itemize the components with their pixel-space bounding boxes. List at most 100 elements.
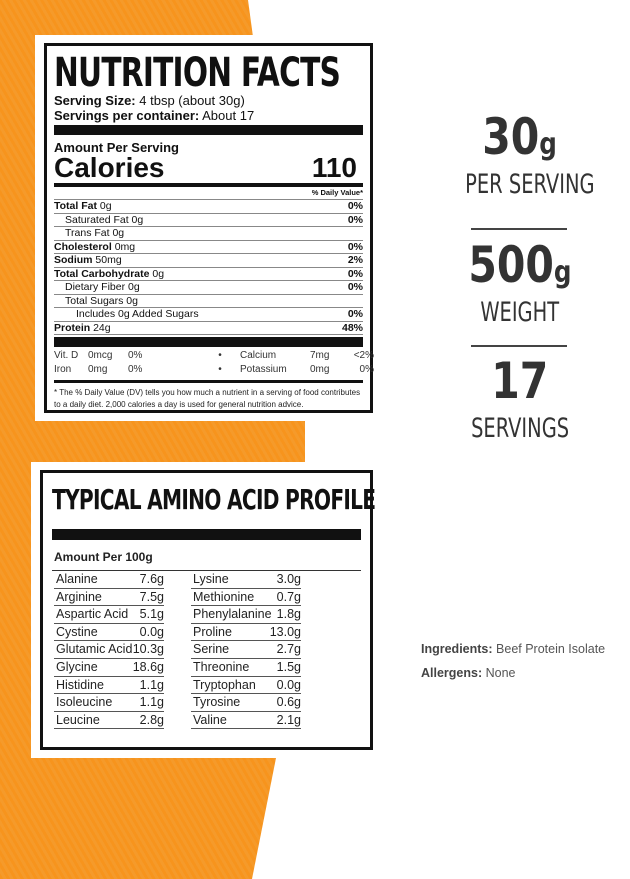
amino-row: Serine 2.7g bbox=[191, 641, 301, 659]
amino-name: Isoleucine bbox=[56, 695, 113, 710]
nutrient-name: Dietary Fiber bbox=[65, 281, 126, 293]
amino-row: Threonine 1.5g bbox=[191, 659, 301, 677]
nutrient-name: Includes 0g Added Sugars bbox=[76, 308, 199, 320]
mineral-cell: Vit. D bbox=[54, 350, 79, 361]
nutrient-row: Saturated Fat 0g 0% bbox=[54, 213, 363, 227]
nutrient-dv: 48% bbox=[341, 321, 363, 334]
nutrient-dv: 2% bbox=[347, 254, 363, 266]
amino-row: Tyrosine 0.6g bbox=[191, 694, 301, 712]
amino-row: Aspartic Acid 5.1g bbox=[54, 606, 164, 624]
nutrient-amount: 0mg bbox=[114, 240, 136, 253]
amino-row: Histidine 1.1g bbox=[54, 677, 164, 695]
amino-name: Tyrosine bbox=[193, 695, 241, 710]
bullet: • bbox=[218, 364, 222, 375]
nutrient-amount: 0g bbox=[112, 227, 125, 239]
amino-name: Lysine bbox=[193, 572, 229, 586]
nutrient-amount: 0g bbox=[152, 267, 165, 280]
divider bbox=[471, 345, 567, 347]
amino-value: 3.0g bbox=[276, 572, 301, 586]
amino-value: 10.3g bbox=[132, 642, 164, 657]
amino-name: Threonine bbox=[193, 659, 250, 674]
amino-name: Glycine bbox=[56, 659, 98, 674]
nutrient-amount: 50mg bbox=[95, 254, 122, 266]
nutrient-amount: 24g bbox=[93, 321, 111, 334]
amino-value: 0.7g bbox=[276, 589, 301, 604]
mineral-cell: <2% bbox=[353, 350, 374, 361]
allergens: Allergens: None bbox=[421, 666, 516, 680]
nutrient-row: Protein 24g 48% bbox=[54, 321, 363, 335]
amino-name: Serine bbox=[193, 642, 230, 657]
amino-value: 0.0g bbox=[276, 677, 301, 692]
amino-row: Proline 13.0g bbox=[191, 624, 301, 642]
stat-0: 30g PER SERVING bbox=[440, 112, 600, 200]
mineral-row: Iron 0mg 0% • Potassium 0mg 0% bbox=[54, 363, 374, 377]
amino-name: Phenylalanine bbox=[193, 607, 272, 622]
amino-value: 7.5g bbox=[139, 589, 164, 604]
amino-row: Methionine 0.7g bbox=[191, 589, 301, 607]
mineral-cell: 0mcg bbox=[88, 350, 113, 361]
amino-acid-profile: TYPICAL AMINO ACID PROFILE Amount Per 10… bbox=[40, 470, 376, 750]
nutrient-name: Total Carbohydrate bbox=[54, 267, 150, 280]
amino-row: Leucine 2.8g bbox=[54, 712, 164, 730]
amino-row: Arginine 7.5g bbox=[54, 589, 164, 607]
amino-name: Arginine bbox=[56, 589, 102, 604]
amino-value: 0.0g bbox=[139, 624, 164, 639]
thick-divider bbox=[54, 337, 363, 347]
mineral-row: Vit. D 0mcg 0% • Calcium 7mg <2% bbox=[54, 349, 374, 363]
nutrient-name: Cholesterol bbox=[54, 240, 112, 253]
amino-name: Proline bbox=[193, 624, 232, 639]
amino-value: 13.0g bbox=[269, 624, 301, 639]
amino-row: Glutamic Acid 10.3g bbox=[54, 641, 164, 659]
amino-row: Glycine 18.6g bbox=[54, 659, 164, 677]
amino-left-column: Alanine 7.6g Arginine 7.5g Aspartic Acid 5.1g… bbox=[54, 571, 164, 730]
nutrient-dv: 0% bbox=[347, 200, 363, 212]
amino-name: Leucine bbox=[56, 712, 100, 727]
amino-row: Valine 2.1g bbox=[191, 712, 301, 730]
nutrient-amount: 0g bbox=[126, 294, 138, 307]
thick-divider bbox=[52, 529, 361, 540]
nutrient-amount: 0g bbox=[99, 200, 112, 212]
divider bbox=[471, 228, 567, 230]
ingredients: Ingredients: Beef Protein Isolate bbox=[421, 642, 606, 656]
stat-value: 500g bbox=[468, 236, 572, 294]
amino-row: Isoleucine 1.1g bbox=[54, 694, 164, 712]
amino-value: 2.8g bbox=[139, 712, 164, 727]
amount-per-serving: Amount Per Serving bbox=[54, 140, 179, 155]
nutrient-row: Includes 0g Added Sugars 0% bbox=[54, 308, 363, 322]
amino-value: 5.1g bbox=[139, 607, 164, 622]
vitamins-minerals: Vit. D 0mcg 0% • Calcium 7mg <2% Iron 0mg 0% • Pota… bbox=[54, 349, 374, 377]
amino-name: Glutamic Acid bbox=[56, 642, 133, 657]
divider bbox=[54, 380, 363, 383]
amino-value: 1.1g bbox=[139, 677, 164, 692]
stat-value: 17 bbox=[491, 352, 549, 410]
amino-name: Aspartic Acid bbox=[56, 607, 129, 622]
nutrient-row: Total Sugars 0g bbox=[54, 294, 363, 308]
mineral-cell: 0% bbox=[128, 364, 143, 375]
amino-name: Methionine bbox=[193, 589, 255, 604]
nutrient-row: Trans Fat 0g bbox=[54, 227, 363, 241]
amino-row: Alanine 7.6g bbox=[54, 571, 164, 589]
nutrient-row: Dietary Fiber 0g 0% bbox=[54, 281, 363, 295]
nutrient-amount: 0g bbox=[131, 213, 144, 226]
mineral-cell: Iron bbox=[54, 364, 72, 375]
mineral-cell: 0% bbox=[128, 350, 143, 361]
nutrient-name: Total Sugars bbox=[65, 294, 124, 307]
amino-value: 1.5g bbox=[276, 659, 301, 674]
nutrient-amount: 0g bbox=[128, 281, 140, 293]
stat-value: 30g bbox=[482, 108, 558, 166]
nutrient-row: Sodium 50mg 2% bbox=[54, 254, 363, 268]
amino-name: Cystine bbox=[56, 624, 98, 639]
stat-1: 500g WEIGHT bbox=[440, 240, 600, 328]
amino-row: Phenylalanine 1.8g bbox=[191, 606, 301, 624]
amino-value: 1.1g bbox=[139, 695, 164, 710]
nutrient-dv: 0% bbox=[347, 281, 363, 293]
calories-row: Calories 110 bbox=[54, 152, 357, 183]
amount-per-100g: Amount Per 100g bbox=[52, 540, 361, 571]
nutrient-row: Total Fat 0g 0% bbox=[54, 200, 363, 214]
nutrient-name: Sodium bbox=[54, 254, 93, 266]
footnote: * The % Daily Value (DV) tells you how m… bbox=[54, 388, 361, 409]
amino-value: 2.1g bbox=[276, 712, 301, 727]
nutrient-name: Protein bbox=[54, 321, 91, 334]
nutrient-name: Trans Fat bbox=[65, 227, 110, 239]
divider bbox=[54, 183, 363, 187]
